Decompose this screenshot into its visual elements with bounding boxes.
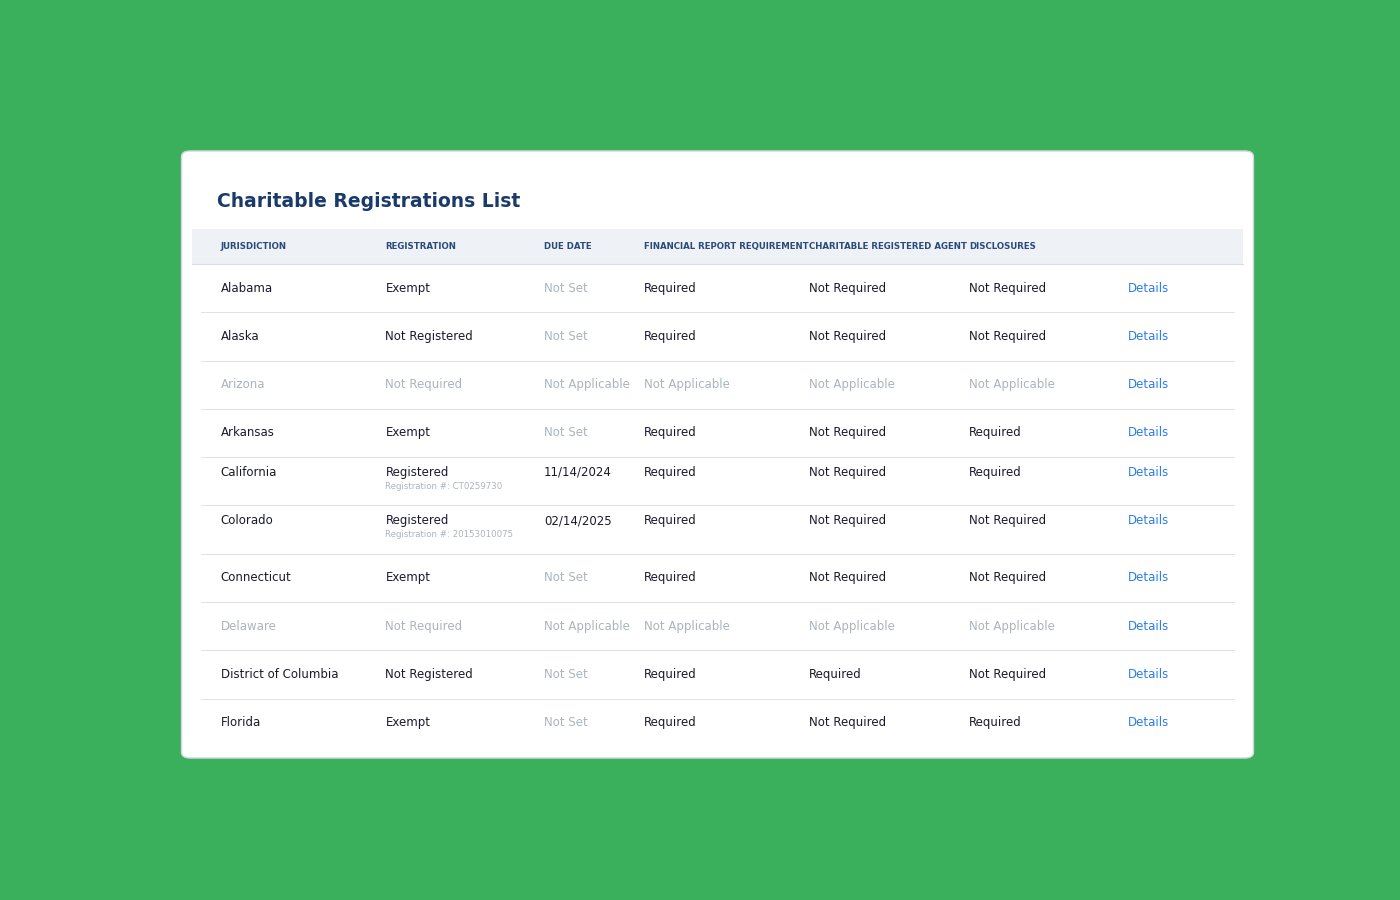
Text: Charitable Registrations List: Charitable Registrations List xyxy=(217,192,521,211)
Text: Required: Required xyxy=(644,282,696,294)
Text: Required: Required xyxy=(644,572,696,584)
Text: Registered: Registered xyxy=(385,514,449,527)
Text: Required: Required xyxy=(644,716,696,729)
Text: Required: Required xyxy=(969,427,1022,439)
Text: Required: Required xyxy=(644,330,696,343)
Text: FINANCIAL REPORT REQUIREMENT: FINANCIAL REPORT REQUIREMENT xyxy=(644,242,808,251)
Text: Details: Details xyxy=(1127,620,1169,633)
Text: REGISTRATION: REGISTRATION xyxy=(385,242,456,251)
Text: Details: Details xyxy=(1127,282,1169,294)
Text: Not Required: Not Required xyxy=(809,330,886,343)
Text: Details: Details xyxy=(1127,572,1169,584)
Text: Not Applicable: Not Applicable xyxy=(969,620,1056,633)
Text: Not Applicable: Not Applicable xyxy=(809,378,895,392)
Text: Required: Required xyxy=(969,716,1022,729)
Text: Details: Details xyxy=(1127,514,1169,527)
Text: Required: Required xyxy=(809,668,861,681)
Text: Not Set: Not Set xyxy=(545,427,588,439)
Text: Not Applicable: Not Applicable xyxy=(809,620,895,633)
Text: California: California xyxy=(221,466,277,479)
Text: Not Required: Not Required xyxy=(809,427,886,439)
Text: Delaware: Delaware xyxy=(221,620,276,633)
Text: Not Required: Not Required xyxy=(969,572,1046,584)
Text: DISCLOSURES: DISCLOSURES xyxy=(969,242,1036,251)
Text: Required: Required xyxy=(644,514,696,527)
Text: Exempt: Exempt xyxy=(385,716,430,729)
Text: Not Set: Not Set xyxy=(545,572,588,584)
Text: Details: Details xyxy=(1127,378,1169,392)
Text: Not Applicable: Not Applicable xyxy=(545,620,630,633)
Text: Not Required: Not Required xyxy=(969,668,1046,681)
Text: Exempt: Exempt xyxy=(385,427,430,439)
Text: Not Required: Not Required xyxy=(809,514,886,527)
Text: 02/14/2025: 02/14/2025 xyxy=(545,514,612,527)
Text: Alabama: Alabama xyxy=(221,282,273,294)
FancyBboxPatch shape xyxy=(192,230,1243,264)
Text: Arkansas: Arkansas xyxy=(221,427,274,439)
Text: Not Required: Not Required xyxy=(969,282,1046,294)
Text: Not Set: Not Set xyxy=(545,716,588,729)
Text: Required: Required xyxy=(969,466,1022,479)
Text: Required: Required xyxy=(644,668,696,681)
Text: Not Required: Not Required xyxy=(809,466,886,479)
Text: Details: Details xyxy=(1127,330,1169,343)
Text: Not Required: Not Required xyxy=(809,282,886,294)
FancyBboxPatch shape xyxy=(182,151,1253,758)
Text: Not Required: Not Required xyxy=(385,620,462,633)
Text: 11/14/2024: 11/14/2024 xyxy=(545,466,612,479)
Text: CHARITABLE REGISTERED AGENT: CHARITABLE REGISTERED AGENT xyxy=(809,242,966,251)
Text: Details: Details xyxy=(1127,466,1169,479)
Text: Registered: Registered xyxy=(385,466,449,479)
Text: DUE DATE: DUE DATE xyxy=(545,242,592,251)
Text: Not Required: Not Required xyxy=(385,378,462,392)
Text: Arizona: Arizona xyxy=(221,378,265,392)
Text: Details: Details xyxy=(1127,668,1169,681)
Text: JURISDICTION: JURISDICTION xyxy=(221,242,287,251)
Text: Registration #: 20153010075: Registration #: 20153010075 xyxy=(385,530,514,539)
Text: Not Registered: Not Registered xyxy=(385,330,473,343)
Text: Not Required: Not Required xyxy=(809,716,886,729)
Text: Not Required: Not Required xyxy=(969,330,1046,343)
Text: District of Columbia: District of Columbia xyxy=(221,668,337,681)
Text: Not Applicable: Not Applicable xyxy=(644,378,729,392)
Text: Required: Required xyxy=(644,427,696,439)
Text: Not Set: Not Set xyxy=(545,330,588,343)
Text: Exempt: Exempt xyxy=(385,282,430,294)
Text: Details: Details xyxy=(1127,427,1169,439)
Text: Florida: Florida xyxy=(221,716,260,729)
Text: Not Set: Not Set xyxy=(545,668,588,681)
Text: Not Applicable: Not Applicable xyxy=(644,620,729,633)
Text: Registration #: CT0259730: Registration #: CT0259730 xyxy=(385,482,503,490)
Text: Not Applicable: Not Applicable xyxy=(969,378,1056,392)
Text: Alaska: Alaska xyxy=(221,330,259,343)
Text: Not Required: Not Required xyxy=(809,572,886,584)
Text: Exempt: Exempt xyxy=(385,572,430,584)
Text: Required: Required xyxy=(644,466,696,479)
Text: Not Required: Not Required xyxy=(969,514,1046,527)
Text: Not Applicable: Not Applicable xyxy=(545,378,630,392)
Text: Colorado: Colorado xyxy=(221,514,273,527)
Text: Not Registered: Not Registered xyxy=(385,668,473,681)
Text: Details: Details xyxy=(1127,716,1169,729)
Text: Connecticut: Connecticut xyxy=(221,572,291,584)
Text: Not Set: Not Set xyxy=(545,282,588,294)
